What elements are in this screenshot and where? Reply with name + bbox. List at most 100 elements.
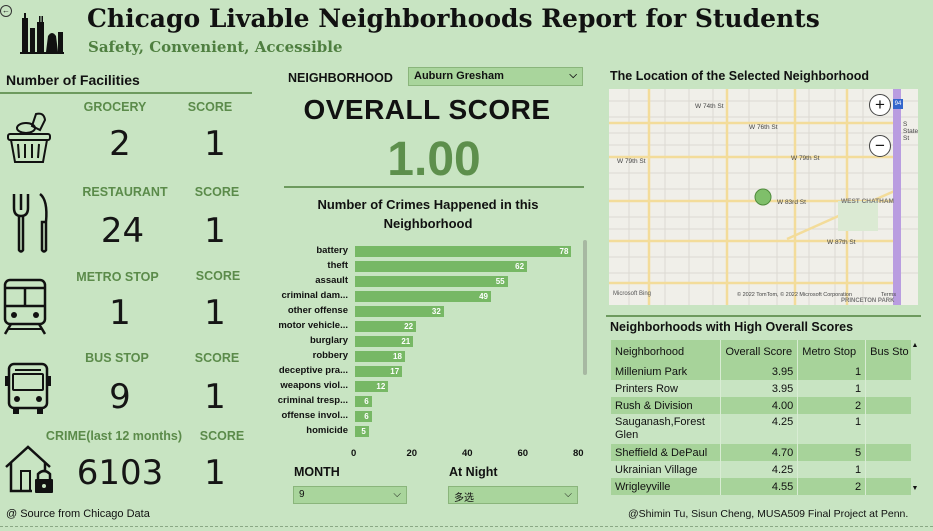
- bar-value: 5: [361, 427, 366, 436]
- bar[interactable]: [355, 366, 403, 377]
- bar-value: 62: [515, 262, 525, 271]
- x-tick-label: 0: [351, 448, 357, 459]
- metro-score-label: SCORE: [195, 269, 241, 283]
- restaurant-score: 1: [204, 211, 226, 251]
- cell-metro: 2: [797, 478, 867, 495]
- bar-label: criminal tresp...: [277, 395, 348, 406]
- cell-metro: 1: [797, 461, 867, 478]
- chevron-down-icon: ⌵: [564, 489, 572, 500]
- x-tick-label: 40: [462, 448, 473, 459]
- grocery-basket-icon: [7, 112, 51, 163]
- night-value: 多选: [454, 493, 474, 504]
- col-neighborhood[interactable]: Neighborhood: [611, 340, 722, 363]
- bar-value: 78: [559, 247, 569, 256]
- house-lock-icon: [5, 445, 53, 493]
- table-divider: [606, 315, 921, 317]
- scroll-up-icon[interactable]: ▲: [911, 342, 919, 349]
- bar[interactable]: [355, 276, 508, 287]
- bar-value: 22: [404, 322, 414, 331]
- bar-label: weapons viol...: [280, 380, 348, 391]
- scroll-down-icon[interactable]: ▼: [911, 485, 919, 492]
- interstate-shield: 94: [893, 99, 903, 109]
- table-row[interactable]: Rush & Division 4.00 2: [611, 397, 911, 414]
- metro-score: 1: [204, 293, 226, 333]
- col-metro-stop[interactable]: Metro Stop: [797, 340, 867, 363]
- map-label: W 83rd St: [777, 199, 806, 206]
- bar[interactable]: [355, 321, 417, 332]
- col-overall-score[interactable]: Overall Score: [720, 340, 799, 363]
- night-dropdown[interactable]: 多选 ⌵: [448, 486, 578, 504]
- bar-label: homicide: [306, 425, 348, 436]
- cell-score: 4.55: [720, 478, 799, 495]
- bar[interactable]: [355, 306, 444, 317]
- table-scrollbar[interactable]: ▲ ▼: [911, 342, 919, 492]
- bar[interactable]: [355, 411, 372, 422]
- cell-score: 3.95: [720, 363, 799, 380]
- map-attribution: © 2022 TomTom, © 2022 Microsoft Corporat…: [737, 292, 853, 298]
- table-row[interactable]: Ukrainian Village 4.25 1: [611, 461, 911, 478]
- table-row[interactable]: Millenium Park 3.95 1: [611, 363, 911, 380]
- chicago-skyline-icon: [20, 13, 64, 54]
- bus-icon: [5, 362, 51, 414]
- bar[interactable]: [355, 351, 405, 362]
- bar[interactable]: [355, 261, 528, 272]
- crime-bar-chart: battery 78 theft 62 assault 55 criminal dam...…: [270, 240, 590, 465]
- zoom-out-button[interactable]: −: [869, 135, 891, 157]
- grocery-label: GROCERY: [83, 100, 147, 114]
- map-label: WEST CHATHAM: [841, 198, 894, 205]
- metro-count: 1: [109, 293, 131, 333]
- bar[interactable]: [355, 396, 372, 407]
- cell-score: 4.25: [720, 414, 799, 444]
- table-row[interactable]: Sauganash,Forest Glen 4.25 1: [611, 414, 911, 444]
- train-icon: [3, 278, 47, 335]
- metro-label: METRO STOP: [76, 270, 159, 284]
- month-dropdown[interactable]: 9 ⌵: [293, 486, 407, 504]
- month-label: MONTH: [294, 465, 340, 479]
- bottom-divider: [0, 526, 933, 527]
- cell-metro: 5: [797, 444, 867, 461]
- bar-label: assault: [315, 275, 348, 286]
- table-title: Neighborhoods with High Overall Scores: [610, 320, 854, 334]
- grocery-score-label: SCORE: [187, 100, 233, 114]
- col-bus-stop[interactable]: Bus Sto: [865, 340, 911, 363]
- cell-name: Rush & Division: [611, 397, 722, 414]
- map-view[interactable]: W 74th St W 76th St W 79th St W 79th St …: [609, 89, 918, 305]
- chart-scrollbar[interactable]: [583, 240, 587, 375]
- chart-title: Number of Crimes Happened in this Neighb…: [317, 197, 539, 231]
- scores-table: Neighborhood Overall Score Metro Stop Bu…: [611, 340, 911, 496]
- cell-score: 3.95: [720, 380, 799, 397]
- map-terms-link[interactable]: Terms: [881, 292, 896, 298]
- bar[interactable]: [355, 336, 414, 347]
- table-row[interactable]: Wrigleyville 4.55 2: [611, 478, 911, 495]
- cell-name: Wrigleyville: [611, 478, 722, 495]
- cell-metro: 1: [797, 414, 867, 444]
- table-row[interactable]: Sheffield & DePaul 4.70 5: [611, 444, 911, 461]
- cell-name: Ukrainian Village: [611, 461, 722, 478]
- bar-label: theft: [327, 260, 348, 271]
- bar-label: burglary: [309, 335, 348, 346]
- month-value: 9: [299, 489, 305, 500]
- bus-score-label: SCORE: [194, 351, 240, 365]
- crime-label: CRIME(last 12 months): [45, 429, 183, 443]
- bar-value: 6: [364, 397, 369, 406]
- back-icon[interactable]: ←: [0, 5, 12, 17]
- crime-score: 1: [204, 453, 226, 493]
- table-row[interactable]: Printers Row 3.95 1: [611, 380, 911, 397]
- cell-score: 4.70: [720, 444, 799, 461]
- crime-score-label: SCORE: [199, 429, 245, 443]
- neighborhood-dropdown[interactable]: Auburn Gresham ⌵: [408, 67, 583, 86]
- page-subtitle: Safety, Convenient, Accessible: [88, 38, 343, 56]
- cell-name: Sauganash,Forest Glen: [611, 414, 722, 444]
- restaurant-score-label: SCORE: [194, 185, 240, 199]
- bar-value: 21: [401, 337, 411, 346]
- map-label: PRINCETON PARK: [841, 298, 895, 304]
- zoom-in-button[interactable]: +: [869, 94, 891, 116]
- chevron-down-icon: ⌵: [393, 489, 401, 500]
- overall-score-label: OVERALL SCORE: [303, 94, 551, 125]
- bar[interactable]: [355, 381, 389, 392]
- bar[interactable]: [355, 426, 369, 437]
- bar[interactable]: [355, 291, 491, 302]
- map-label: W 74th St: [695, 103, 724, 110]
- bar[interactable]: [355, 246, 572, 257]
- fork-knife-icon: [12, 193, 48, 253]
